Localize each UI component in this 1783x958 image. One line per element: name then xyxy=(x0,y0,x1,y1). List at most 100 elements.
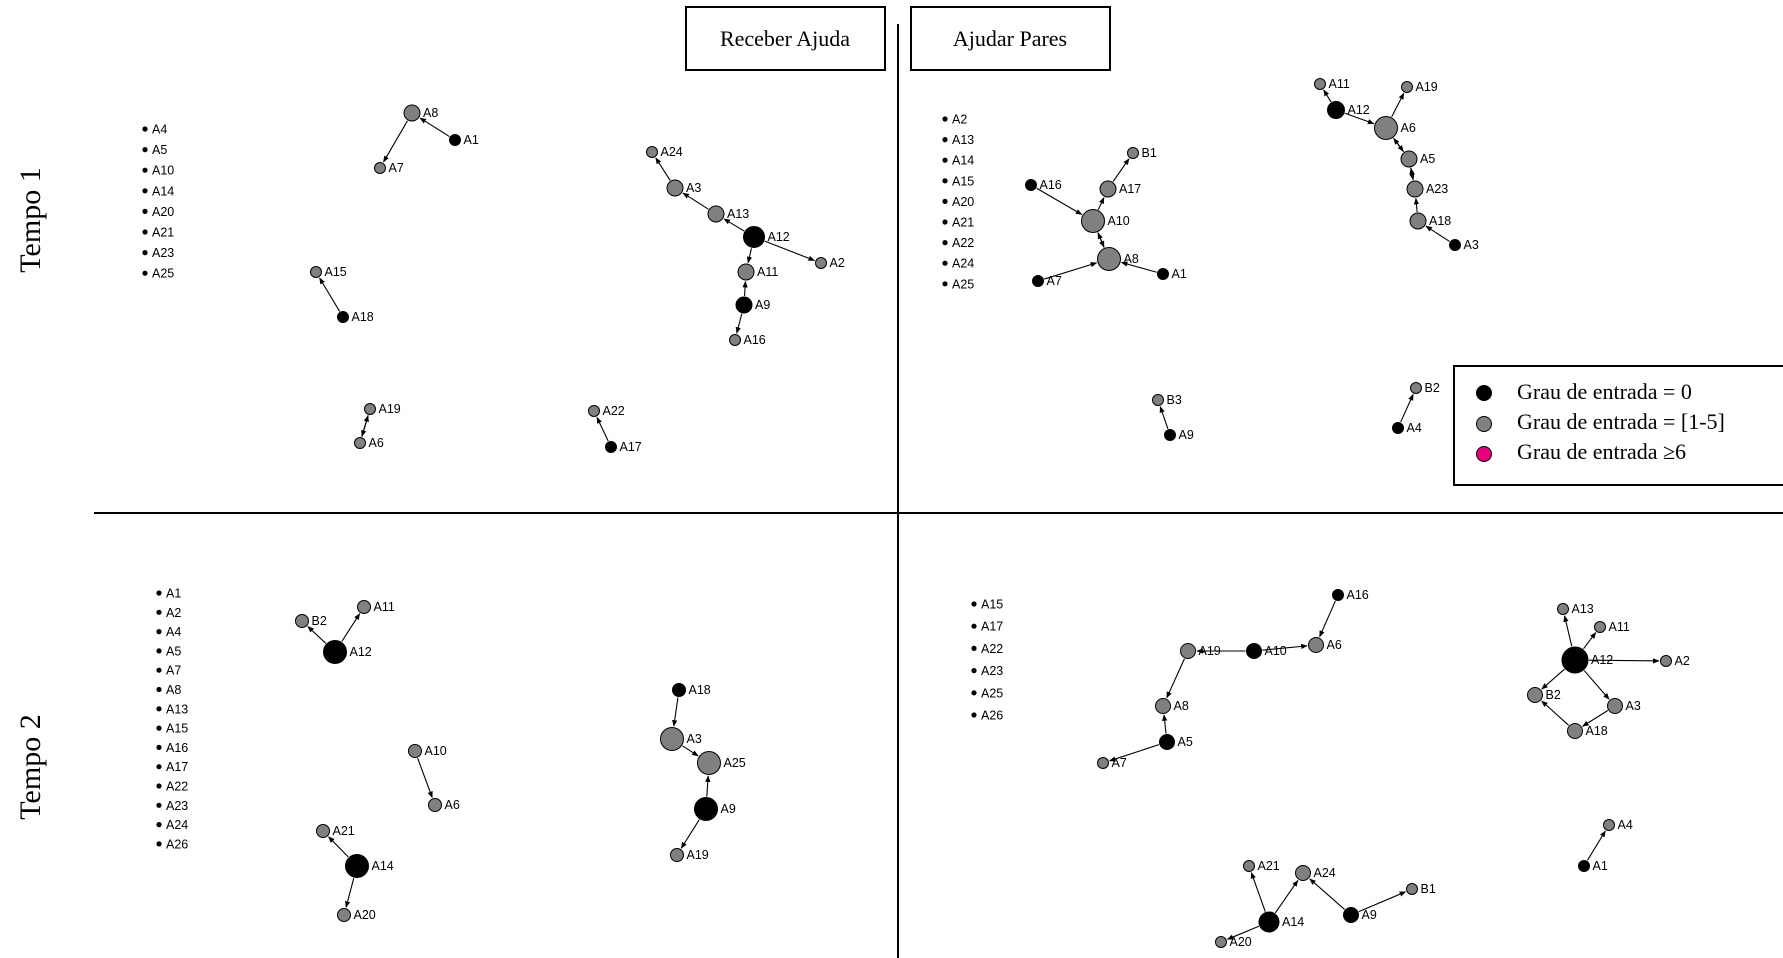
node-A9[interactable]: A9 xyxy=(735,296,770,314)
node-A8[interactable]: A8 xyxy=(1155,698,1189,714)
isolate-A22[interactable]: A22 xyxy=(942,236,974,250)
node-B2[interactable]: B2 xyxy=(1410,381,1440,395)
isolate-A5[interactable]: A5 xyxy=(142,143,167,157)
node-A19[interactable]: A19 xyxy=(364,402,401,416)
node-A6[interactable]: A6 xyxy=(1308,637,1342,653)
node-A3[interactable]: A3 xyxy=(1607,698,1641,714)
node-A8[interactable]: A8 xyxy=(1097,247,1139,271)
isolate-A20[interactable]: A20 xyxy=(942,195,974,209)
node-A17[interactable]: A17 xyxy=(605,440,642,454)
node-A6[interactable]: A6 xyxy=(1374,116,1416,140)
node-A2[interactable]: A2 xyxy=(1660,654,1690,668)
node-A20[interactable]: A20 xyxy=(337,908,376,922)
node-A7[interactable]: A7 xyxy=(1032,274,1062,288)
node-A5[interactable]: A5 xyxy=(1159,734,1193,750)
isolate-A15[interactable]: A15 xyxy=(942,174,974,188)
node-B2[interactable]: B2 xyxy=(1527,687,1561,703)
isolate-A15[interactable]: A15 xyxy=(156,722,188,736)
node-A4[interactable]: A4 xyxy=(1603,818,1633,832)
node-A9[interactable]: A9 xyxy=(1343,907,1377,923)
isolate-A15[interactable]: A15 xyxy=(971,598,1003,612)
node-A18[interactable]: A18 xyxy=(1409,212,1451,230)
isolate-A1[interactable]: A1 xyxy=(156,587,181,601)
node-A5[interactable]: A5 xyxy=(1400,150,1435,168)
isolate-A21[interactable]: A21 xyxy=(942,216,974,230)
isolate-A13[interactable]: A13 xyxy=(942,133,974,147)
node-A23[interactable]: A23 xyxy=(1406,180,1448,198)
node-A10[interactable]: A10 xyxy=(1081,209,1130,233)
node-A12[interactable]: A12 xyxy=(323,640,372,664)
isolate-A13[interactable]: A13 xyxy=(156,702,188,716)
node-B1[interactable]: B1 xyxy=(1127,146,1157,160)
node-A22[interactable]: A22 xyxy=(588,404,625,418)
node-A14[interactable]: A14 xyxy=(345,854,394,878)
node-A3[interactable]: A3 xyxy=(1449,238,1479,252)
node-A10[interactable]: A10 xyxy=(1246,643,1287,659)
node-A18[interactable]: A18 xyxy=(337,310,374,324)
node-A11[interactable]: A11 xyxy=(737,263,778,281)
node-B2[interactable]: B2 xyxy=(295,614,327,628)
node-B3[interactable]: B3 xyxy=(1152,393,1182,407)
isolate-A23[interactable]: A23 xyxy=(971,664,1003,678)
node-A4[interactable]: A4 xyxy=(1392,421,1422,435)
node-A24[interactable]: A24 xyxy=(1295,865,1336,881)
isolate-A2[interactable]: A2 xyxy=(942,113,967,127)
node-A12[interactable]: A12 xyxy=(1561,646,1613,674)
isolate-A8[interactable]: A8 xyxy=(156,683,181,697)
node-A1[interactable]: A1 xyxy=(1578,859,1608,873)
node-A15[interactable]: A15 xyxy=(310,265,347,279)
isolate-A25[interactable]: A25 xyxy=(142,267,174,281)
node-A17[interactable]: A17 xyxy=(1099,180,1141,198)
isolate-A23[interactable]: A23 xyxy=(142,246,174,260)
node-A11[interactable]: A11 xyxy=(1594,620,1630,634)
isolate-A4[interactable]: A4 xyxy=(156,625,181,639)
isolate-A24[interactable]: A24 xyxy=(942,257,974,271)
node-A19[interactable]: A19 xyxy=(1180,643,1221,659)
node-A9[interactable]: A9 xyxy=(1164,428,1194,442)
isolate-A17[interactable]: A17 xyxy=(971,620,1003,634)
node-A3[interactable]: A3 xyxy=(660,727,702,751)
isolate-A2[interactable]: A2 xyxy=(156,606,181,620)
node-A21[interactable]: A21 xyxy=(1243,859,1280,873)
node-A19[interactable]: A19 xyxy=(670,848,709,862)
isolate-A4[interactable]: A4 xyxy=(142,123,167,137)
isolate-A5[interactable]: A5 xyxy=(156,644,181,658)
node-A16[interactable]: A16 xyxy=(729,333,766,347)
isolate-A24[interactable]: A24 xyxy=(156,818,188,832)
node-A18[interactable]: A18 xyxy=(1567,723,1608,739)
isolate-A10[interactable]: A10 xyxy=(142,164,174,178)
isolate-A25[interactable]: A25 xyxy=(942,277,974,291)
isolate-A23[interactable]: A23 xyxy=(156,799,188,813)
isolate-A17[interactable]: A17 xyxy=(156,760,188,774)
node-A11[interactable]: A11 xyxy=(1314,77,1350,91)
isolate-A26[interactable]: A26 xyxy=(971,709,1003,723)
node-A1[interactable]: A1 xyxy=(449,133,479,147)
isolate-A20[interactable]: A20 xyxy=(142,205,174,219)
isolate-A22[interactable]: A22 xyxy=(971,642,1003,656)
isolate-A14[interactable]: A14 xyxy=(142,184,174,198)
isolate-A7[interactable]: A7 xyxy=(156,664,181,678)
node-A19[interactable]: A19 xyxy=(1401,80,1438,94)
isolate-A14[interactable]: A14 xyxy=(942,154,974,168)
node-A7[interactable]: A7 xyxy=(374,161,404,175)
node-A18[interactable]: A18 xyxy=(672,683,711,697)
node-A3[interactable]: A3 xyxy=(666,179,701,197)
node-A12[interactable]: A12 xyxy=(743,226,790,248)
node-A11[interactable]: A11 xyxy=(357,600,395,614)
node-A6[interactable]: A6 xyxy=(428,798,460,812)
node-A13[interactable]: A13 xyxy=(707,205,749,223)
node-A21[interactable]: A21 xyxy=(316,824,355,838)
isolate-A21[interactable]: A21 xyxy=(142,226,174,240)
node-B1[interactable]: B1 xyxy=(1406,882,1436,896)
node-A10[interactable]: A10 xyxy=(408,744,447,758)
node-A13[interactable]: A13 xyxy=(1557,602,1594,616)
node-A9[interactable]: A9 xyxy=(694,797,736,821)
isolate-A22[interactable]: A22 xyxy=(156,780,188,794)
node-A1[interactable]: A1 xyxy=(1157,267,1187,281)
isolate-A16[interactable]: A16 xyxy=(156,741,188,755)
isolate-A25[interactable]: A25 xyxy=(971,686,1003,700)
isolate-A26[interactable]: A26 xyxy=(156,837,188,851)
node-A24[interactable]: A24 xyxy=(646,145,683,159)
node-A16[interactable]: A16 xyxy=(1332,588,1369,602)
node-A25[interactable]: A25 xyxy=(697,751,746,775)
